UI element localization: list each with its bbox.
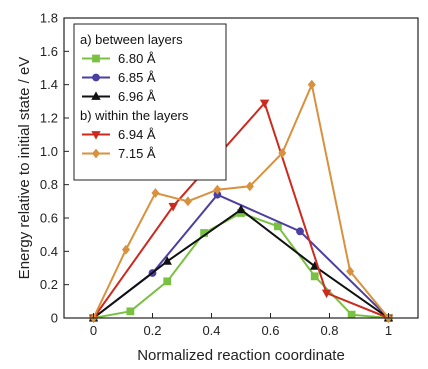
data-point bbox=[245, 181, 254, 192]
data-point bbox=[213, 184, 222, 195]
y-tick-label: 0.4 bbox=[40, 244, 58, 259]
x-tick-label: 0 bbox=[90, 323, 97, 338]
y-tick-label: 1.8 bbox=[40, 11, 58, 26]
y-tick-label: 0.2 bbox=[40, 277, 58, 292]
x-tick-label: 0.6 bbox=[261, 323, 279, 338]
data-point bbox=[307, 79, 316, 90]
legend-entry: 7.15 Å bbox=[118, 146, 156, 161]
legend-group-heading: b) within the layers bbox=[80, 108, 189, 123]
x-axis-label: Normalized reaction coordinate bbox=[137, 347, 345, 364]
data-point bbox=[310, 272, 319, 281]
data-point bbox=[168, 202, 178, 212]
legend-entry: 6.80 Å bbox=[118, 51, 156, 66]
legend-entry: 6.94 Å bbox=[118, 127, 156, 142]
y-tick-label: 0.6 bbox=[40, 211, 58, 226]
data-point bbox=[273, 222, 282, 231]
plot-frame bbox=[63, 17, 419, 319]
data-point bbox=[259, 99, 270, 109]
x-tick-label: 1 bbox=[385, 323, 392, 338]
data-point bbox=[296, 227, 304, 236]
legend-marker bbox=[92, 73, 100, 82]
data-point bbox=[162, 256, 172, 265]
legend-marker bbox=[92, 54, 100, 63]
y-tick-label: 1.6 bbox=[40, 44, 58, 59]
legend-marker bbox=[91, 131, 101, 140]
y-tick-label: 0.8 bbox=[40, 177, 58, 192]
axes-layer: 0 0.2 0.4 0.6 0.8 1 0 0.2 0.4 0.6 0.8 1.0 1.2 1.4 1.6 1… bbox=[40, 11, 392, 339]
legend-entry: 6.85 Å bbox=[118, 70, 156, 85]
data-point bbox=[151, 188, 160, 198]
data-point bbox=[163, 277, 172, 286]
data-point bbox=[347, 310, 356, 319]
legend-group-heading: a) between layers bbox=[80, 32, 183, 47]
data-point bbox=[321, 289, 332, 299]
y-tick-label: 0 bbox=[51, 311, 58, 326]
data-point bbox=[183, 196, 192, 207]
series-5 bbox=[89, 79, 393, 323]
x-tick-label: 0.4 bbox=[202, 323, 220, 338]
data-point bbox=[346, 266, 355, 277]
y-tick-label: 1.0 bbox=[40, 144, 58, 159]
legend-entry: 6.96 Å bbox=[118, 89, 156, 104]
data-point bbox=[126, 307, 135, 316]
x-tick-label: 0.8 bbox=[320, 323, 338, 338]
data-point bbox=[236, 204, 246, 214]
legend-marker bbox=[91, 91, 101, 100]
data-point bbox=[121, 244, 130, 255]
x-tick-label: 0.2 bbox=[143, 323, 161, 338]
series-line bbox=[92, 81, 390, 319]
data-point bbox=[278, 148, 287, 158]
y-tick-label: 1.4 bbox=[40, 77, 58, 92]
y-tick-label: 1.2 bbox=[40, 111, 58, 126]
legend: a) between layers 6.80 Å 6.85 Å 6.96 Å b) wi… bbox=[73, 23, 227, 181]
y-axis-label: Energy relative to initial state / eV bbox=[16, 57, 33, 280]
legend-marker bbox=[91, 148, 101, 159]
